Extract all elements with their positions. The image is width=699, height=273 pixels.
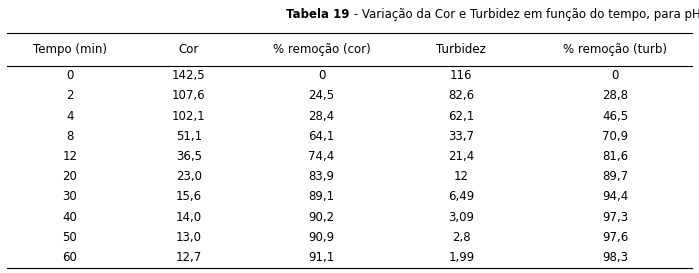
Text: % remoção (turb): % remoção (turb) (563, 43, 667, 56)
Text: 81,6: 81,6 (602, 150, 628, 163)
Text: 0: 0 (612, 69, 619, 82)
Text: 30: 30 (62, 190, 78, 203)
Text: Cor: Cor (178, 43, 199, 56)
Text: 12: 12 (454, 170, 469, 183)
Text: 50: 50 (62, 231, 78, 244)
Text: 107,6: 107,6 (172, 89, 206, 102)
Text: 64,1: 64,1 (308, 130, 335, 143)
Text: 60: 60 (62, 251, 78, 264)
Text: 83,9: 83,9 (308, 170, 335, 183)
Text: 40: 40 (62, 210, 78, 224)
Text: 46,5: 46,5 (602, 109, 628, 123)
Text: 12,7: 12,7 (175, 251, 202, 264)
Text: 21,4: 21,4 (448, 150, 475, 163)
Text: 6,49: 6,49 (448, 190, 475, 203)
Text: 28,4: 28,4 (308, 109, 335, 123)
Text: 102,1: 102,1 (172, 109, 206, 123)
Text: 20: 20 (62, 170, 78, 183)
Text: 0: 0 (66, 69, 73, 82)
Text: 116: 116 (450, 69, 473, 82)
Text: % remoção (cor): % remoção (cor) (273, 43, 370, 56)
Text: 89,1: 89,1 (308, 190, 335, 203)
Text: 142,5: 142,5 (172, 69, 206, 82)
Text: 33,7: 33,7 (448, 130, 475, 143)
Text: 97,3: 97,3 (602, 210, 628, 224)
Text: Turbidez: Turbidez (436, 43, 487, 56)
Text: 23,0: 23,0 (175, 170, 202, 183)
Text: 90,9: 90,9 (308, 231, 335, 244)
Text: 4: 4 (66, 109, 73, 123)
Text: 36,5: 36,5 (175, 150, 202, 163)
Text: Tempo (min): Tempo (min) (33, 43, 107, 56)
Text: 62,1: 62,1 (448, 109, 475, 123)
Text: 2: 2 (66, 89, 73, 102)
Text: 15,6: 15,6 (175, 190, 202, 203)
Text: 98,3: 98,3 (602, 251, 628, 264)
Text: 70,9: 70,9 (602, 130, 628, 143)
Text: 24,5: 24,5 (308, 89, 335, 102)
Text: 12: 12 (62, 150, 78, 163)
Text: 94,4: 94,4 (602, 190, 628, 203)
Text: 13,0: 13,0 (175, 231, 202, 244)
Text: 8: 8 (66, 130, 73, 143)
Text: 89,7: 89,7 (602, 170, 628, 183)
Text: 14,0: 14,0 (175, 210, 202, 224)
Text: 97,6: 97,6 (602, 231, 628, 244)
Text: 51,1: 51,1 (175, 130, 202, 143)
Text: 28,8: 28,8 (602, 89, 628, 102)
Text: 91,1: 91,1 (308, 251, 335, 264)
Text: 74,4: 74,4 (308, 150, 335, 163)
Text: 0: 0 (318, 69, 325, 82)
Text: 2,8: 2,8 (452, 231, 470, 244)
Text: - Variação da Cor e Turbidez em função do tempo, para pH 7: - Variação da Cor e Turbidez em função d… (350, 8, 699, 21)
Text: 82,6: 82,6 (448, 89, 475, 102)
Text: 1,99: 1,99 (448, 251, 475, 264)
Text: 90,2: 90,2 (308, 210, 335, 224)
Text: 3,09: 3,09 (448, 210, 475, 224)
Text: Tabela 19: Tabela 19 (286, 8, 350, 21)
